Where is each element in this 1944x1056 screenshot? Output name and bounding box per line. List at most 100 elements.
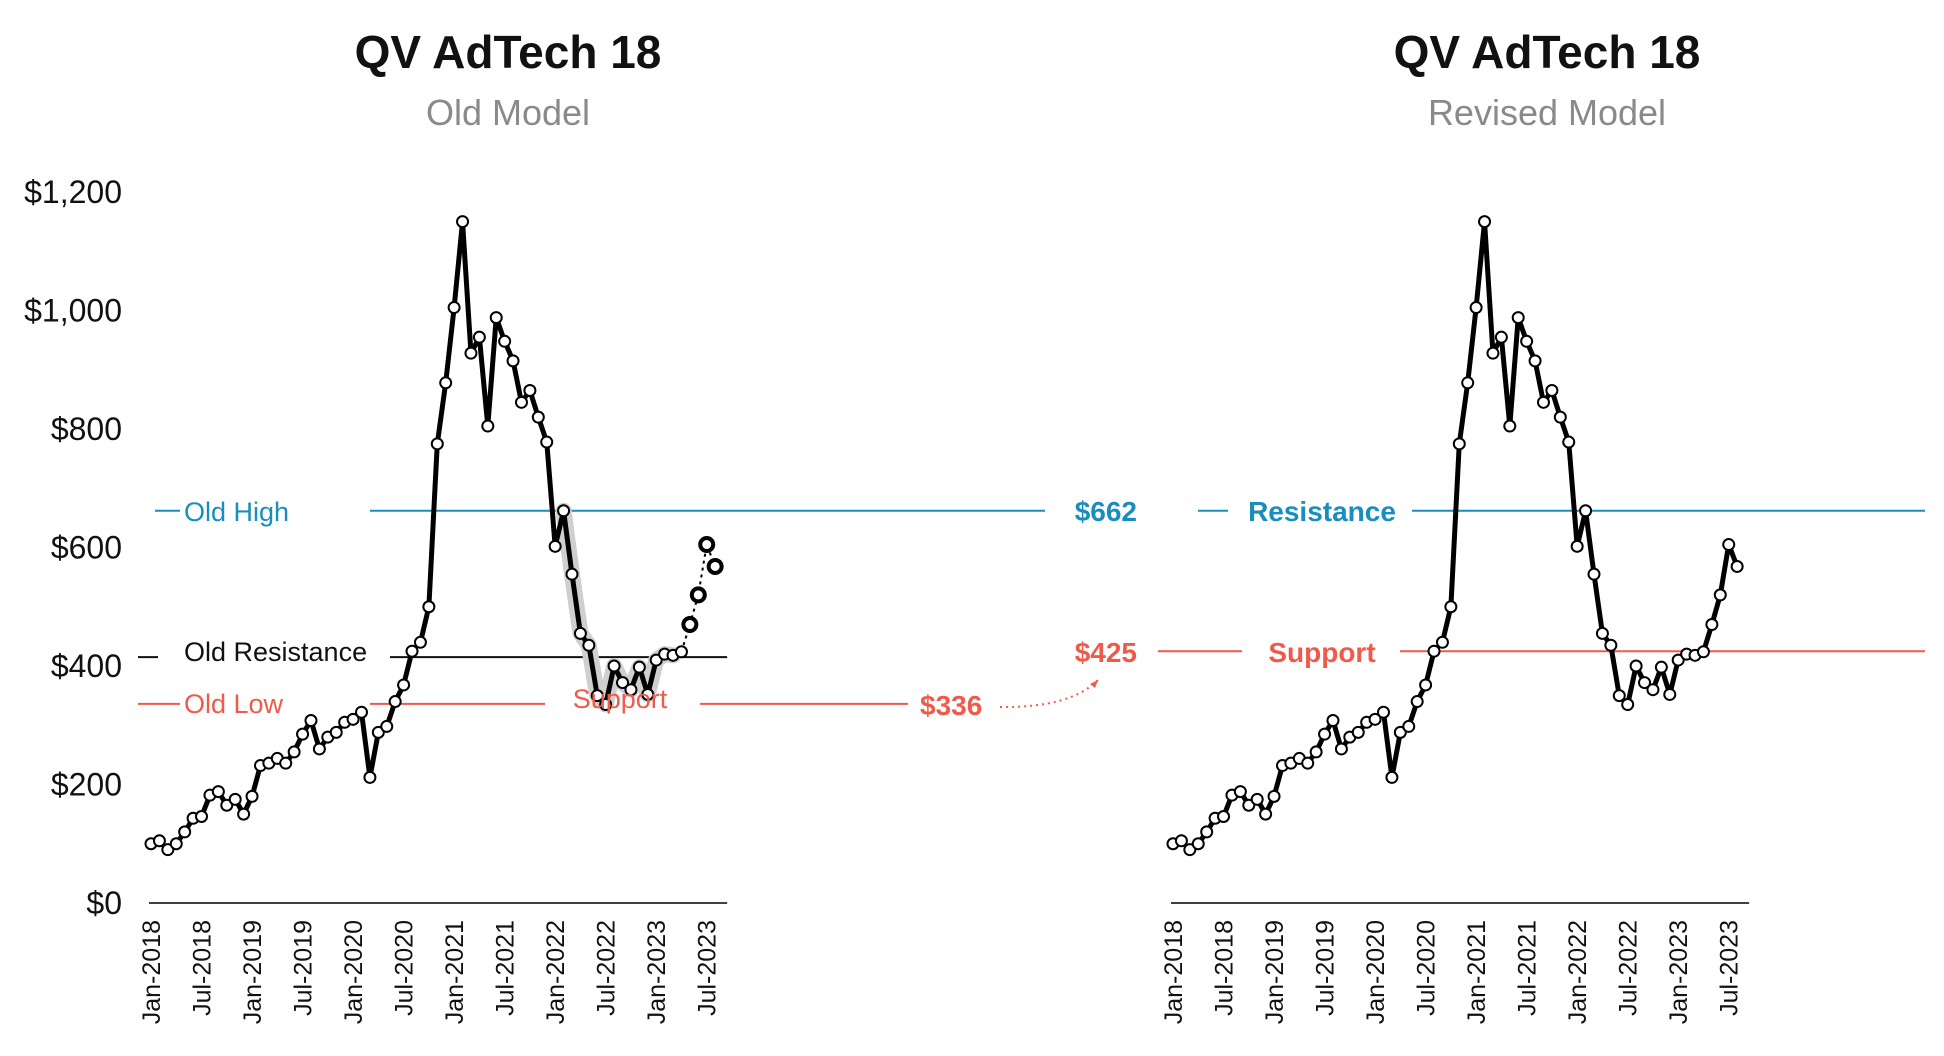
data-point [582, 638, 596, 652]
left-chart-title: QV AdTech 18 [355, 26, 662, 78]
data-point [506, 354, 520, 368]
x-tick-label: Jul-2020 [391, 920, 419, 1016]
support-value-label: $425 [1075, 637, 1137, 668]
data-point [1419, 678, 1433, 692]
dotted-arrow-line [999, 679, 1099, 709]
series-line [150, 219, 683, 853]
data-point [590, 689, 604, 703]
data-point [296, 727, 310, 741]
data-point [548, 539, 562, 553]
x-tick-label: Jan-2023 [1665, 920, 1693, 1024]
left-chart-panel: $0 $200 $400 $600 $800 $1,000 $1,200 Jan-2018 Ju… [24, 174, 1045, 1024]
data-point [388, 695, 402, 709]
data-point [565, 567, 579, 581]
data-point [1377, 705, 1390, 719]
x-tick-label: Jul-2021 [1514, 920, 1542, 1016]
y-tick-label: $1,000 [24, 293, 122, 329]
data-point [346, 712, 360, 726]
data-point [1478, 215, 1492, 229]
data-point [363, 770, 377, 784]
data-point [1318, 727, 1332, 741]
data-point [355, 705, 368, 719]
x-tick-label: Jul-2021 [492, 920, 520, 1016]
data-point [641, 687, 655, 701]
data-point [456, 215, 470, 229]
data-point [1469, 301, 1483, 315]
series-line [1172, 219, 1740, 853]
data-point [616, 676, 630, 690]
data-point [287, 745, 301, 759]
data-point [439, 376, 453, 390]
data-point [1503, 419, 1517, 433]
data-point [1461, 376, 1475, 390]
y-tick-label: $1,200 [24, 174, 122, 210]
data-point [599, 698, 613, 712]
data-point [279, 756, 293, 770]
data-point [1663, 687, 1677, 701]
data-point [195, 809, 209, 823]
data-point [1638, 676, 1652, 690]
x-tick-label: Jan-2021 [1463, 920, 1491, 1024]
x-tick-label: Jan-2018 [138, 920, 166, 1024]
x-tick-label: Jan-2020 [340, 920, 368, 1024]
data-point [1604, 638, 1618, 652]
data-point [1368, 712, 1382, 726]
data-point [413, 635, 427, 649]
data-point [1334, 742, 1348, 756]
data-point [1427, 644, 1441, 658]
data-point [1595, 626, 1609, 640]
data-point [1621, 698, 1635, 712]
x-tick-label: Jul-2018 [1211, 920, 1239, 1016]
y-tick-label: $0 [86, 885, 122, 921]
data-point [1730, 559, 1744, 573]
data-point [1444, 600, 1458, 614]
y-tick-label: $600 [51, 530, 122, 566]
arrow-head [1090, 680, 1098, 688]
data-point [540, 435, 554, 449]
resistance-label: Resistance [1248, 496, 1396, 527]
data-point [169, 837, 183, 851]
old-high-label: Old High [184, 497, 289, 527]
data-point [422, 600, 436, 614]
x-tick-label: Jan-2022 [1564, 920, 1592, 1024]
old-high-value-label: $662 [1075, 496, 1137, 527]
data-point [304, 714, 318, 728]
data-point [1511, 311, 1525, 325]
x-tick-label: Jul-2023 [694, 920, 722, 1016]
data-point [674, 645, 688, 659]
x-tick-label: Jan-2022 [542, 920, 570, 1024]
data-point [557, 504, 571, 518]
data-point [1309, 745, 1323, 759]
data-point [447, 301, 461, 315]
data-point [1629, 659, 1643, 673]
data-point [1545, 383, 1559, 397]
x-tick-label: Jan-2021 [441, 920, 469, 1024]
low-value-label: $336 [920, 690, 982, 721]
data-point [523, 383, 537, 397]
data-point [211, 785, 225, 799]
data-point [514, 395, 528, 409]
y-tick-label: $800 [51, 411, 122, 447]
data-point [245, 789, 259, 803]
data-point [1579, 504, 1593, 518]
support-label: Support [1268, 637, 1375, 668]
data-point [237, 807, 251, 821]
x-tick-label: Jan-2020 [1362, 920, 1390, 1024]
data-point [1452, 437, 1466, 451]
data-point [152, 834, 166, 848]
data-point [1587, 567, 1601, 581]
data-point [1553, 410, 1567, 424]
data-point [1301, 756, 1315, 770]
x-tick-label: Jul-2019 [290, 920, 318, 1016]
x-tick-label: Jul-2019 [1312, 920, 1340, 1016]
data-point [1217, 809, 1231, 823]
data-point [1191, 837, 1205, 851]
right-chart-panel: Jan-2018 Jul-2018 Jan-2019 Jul-2019 Jan-2020… [1158, 215, 1925, 1024]
data-point [1570, 539, 1584, 553]
x-tick-label: Jan-2019 [1261, 920, 1289, 1024]
data-point [405, 644, 419, 658]
data-point [698, 536, 716, 554]
data-point [1654, 660, 1668, 674]
data-point [380, 719, 394, 733]
old-resistance-label: Old Resistance [184, 637, 367, 667]
